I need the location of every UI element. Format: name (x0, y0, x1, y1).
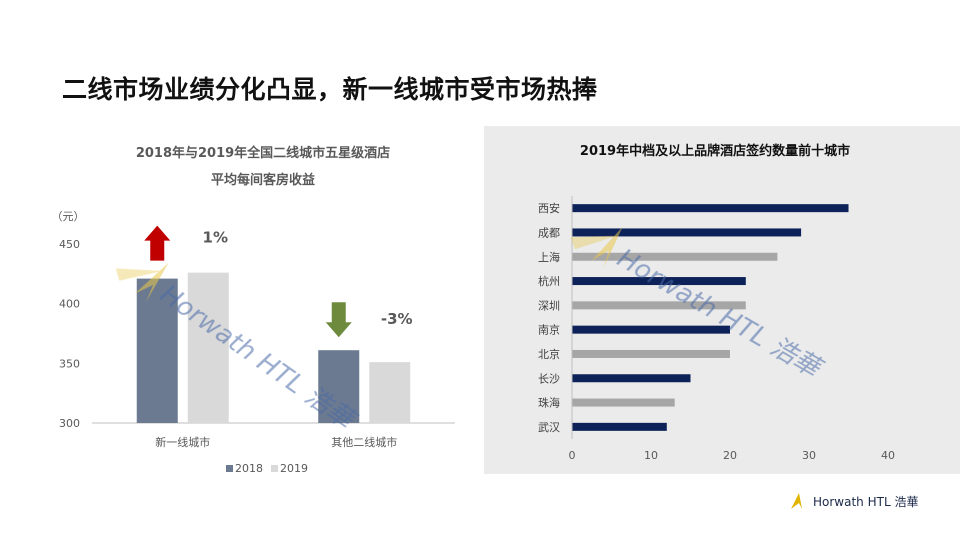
y-category-label: 武汉 (538, 421, 560, 434)
right-chart-panel (484, 126, 960, 474)
bar-长沙 (572, 374, 691, 383)
watermark-logo-wing-icon (115, 268, 163, 281)
watermark-text: Horwath HTL 浩華 (612, 243, 828, 385)
legend-label: 2018 (235, 462, 263, 475)
bar-北京 (572, 349, 730, 358)
y-category-label: 长沙 (538, 372, 560, 385)
x-tick-label: 40 (881, 449, 895, 462)
chart-title: 2019年中档及以上品牌酒店签约数量前十城市 (580, 143, 850, 159)
y-category-label: 成都 (538, 226, 560, 239)
bar-2018-1 (318, 350, 360, 423)
watermark-logo-wing-icon (570, 235, 618, 250)
bar-南京 (572, 325, 730, 334)
x-category-label: 其他二线城市 (331, 435, 397, 449)
change-annotation: 1% (203, 229, 228, 247)
legend-swatch-2018 (226, 465, 233, 472)
bar-成都 (572, 228, 802, 237)
bar-深圳 (572, 301, 746, 310)
footer-logo: Horwath HTL 浩華 (790, 492, 918, 510)
chart-title: 2018年与2019年全国二线城市五星级酒店 (136, 145, 390, 161)
legend-label: 2019 (280, 462, 308, 475)
y-category-label: 杭州 (538, 274, 560, 288)
bar-2019-1 (369, 362, 411, 423)
bar-西安 (572, 204, 849, 213)
footer-logo-text: Horwath HTL 浩華 (813, 494, 919, 509)
bar-2019-0 (187, 272, 229, 423)
chart-subtitle: 平均每间客房收益 (211, 172, 315, 188)
trend-up-arrow-icon (144, 225, 171, 261)
horwath-logo-icon (791, 493, 802, 509)
y-category-label: 上海 (538, 250, 560, 264)
trend-down-arrow-icon (325, 302, 352, 338)
y-tick-label: 400 (59, 298, 80, 311)
y-tick-label: 450 (59, 238, 80, 251)
y-category-label: 西安 (538, 201, 560, 215)
y-category-label: 南京 (538, 323, 560, 337)
change-annotation: -3% (381, 310, 413, 328)
bar-珠海 (572, 398, 675, 407)
x-tick-label: 10 (644, 449, 658, 462)
bar-2018-0 (136, 278, 178, 423)
x-category-label: 新一线城市 (155, 435, 210, 449)
signing-chart: 2019年中档及以上品牌酒店签约数量前十城市西安成都上海杭州深圳南京北京长沙珠海… (538, 143, 895, 462)
watermark-logo-icon (591, 227, 623, 268)
y-tick-label: 300 (59, 417, 80, 430)
x-tick-label: 30 (802, 449, 816, 462)
y-tick-label: 350 (59, 357, 80, 370)
slide-title: 二线市场业绩分化凸显，新一线城市受市场热捧 (62, 75, 598, 104)
y-category-label: 深圳 (538, 299, 560, 312)
bar-武汉 (572, 422, 667, 431)
y-category-label: 珠海 (538, 396, 560, 410)
x-tick-label: 0 (569, 449, 576, 462)
bar-杭州 (572, 277, 746, 286)
x-tick-label: 20 (723, 449, 737, 462)
legend-swatch-2019 (271, 465, 278, 472)
watermark-logo-icon (134, 262, 169, 302)
y-axis-label: （元） (52, 210, 85, 223)
y-category-label: 北京 (538, 347, 560, 361)
bar-上海 (572, 252, 778, 261)
